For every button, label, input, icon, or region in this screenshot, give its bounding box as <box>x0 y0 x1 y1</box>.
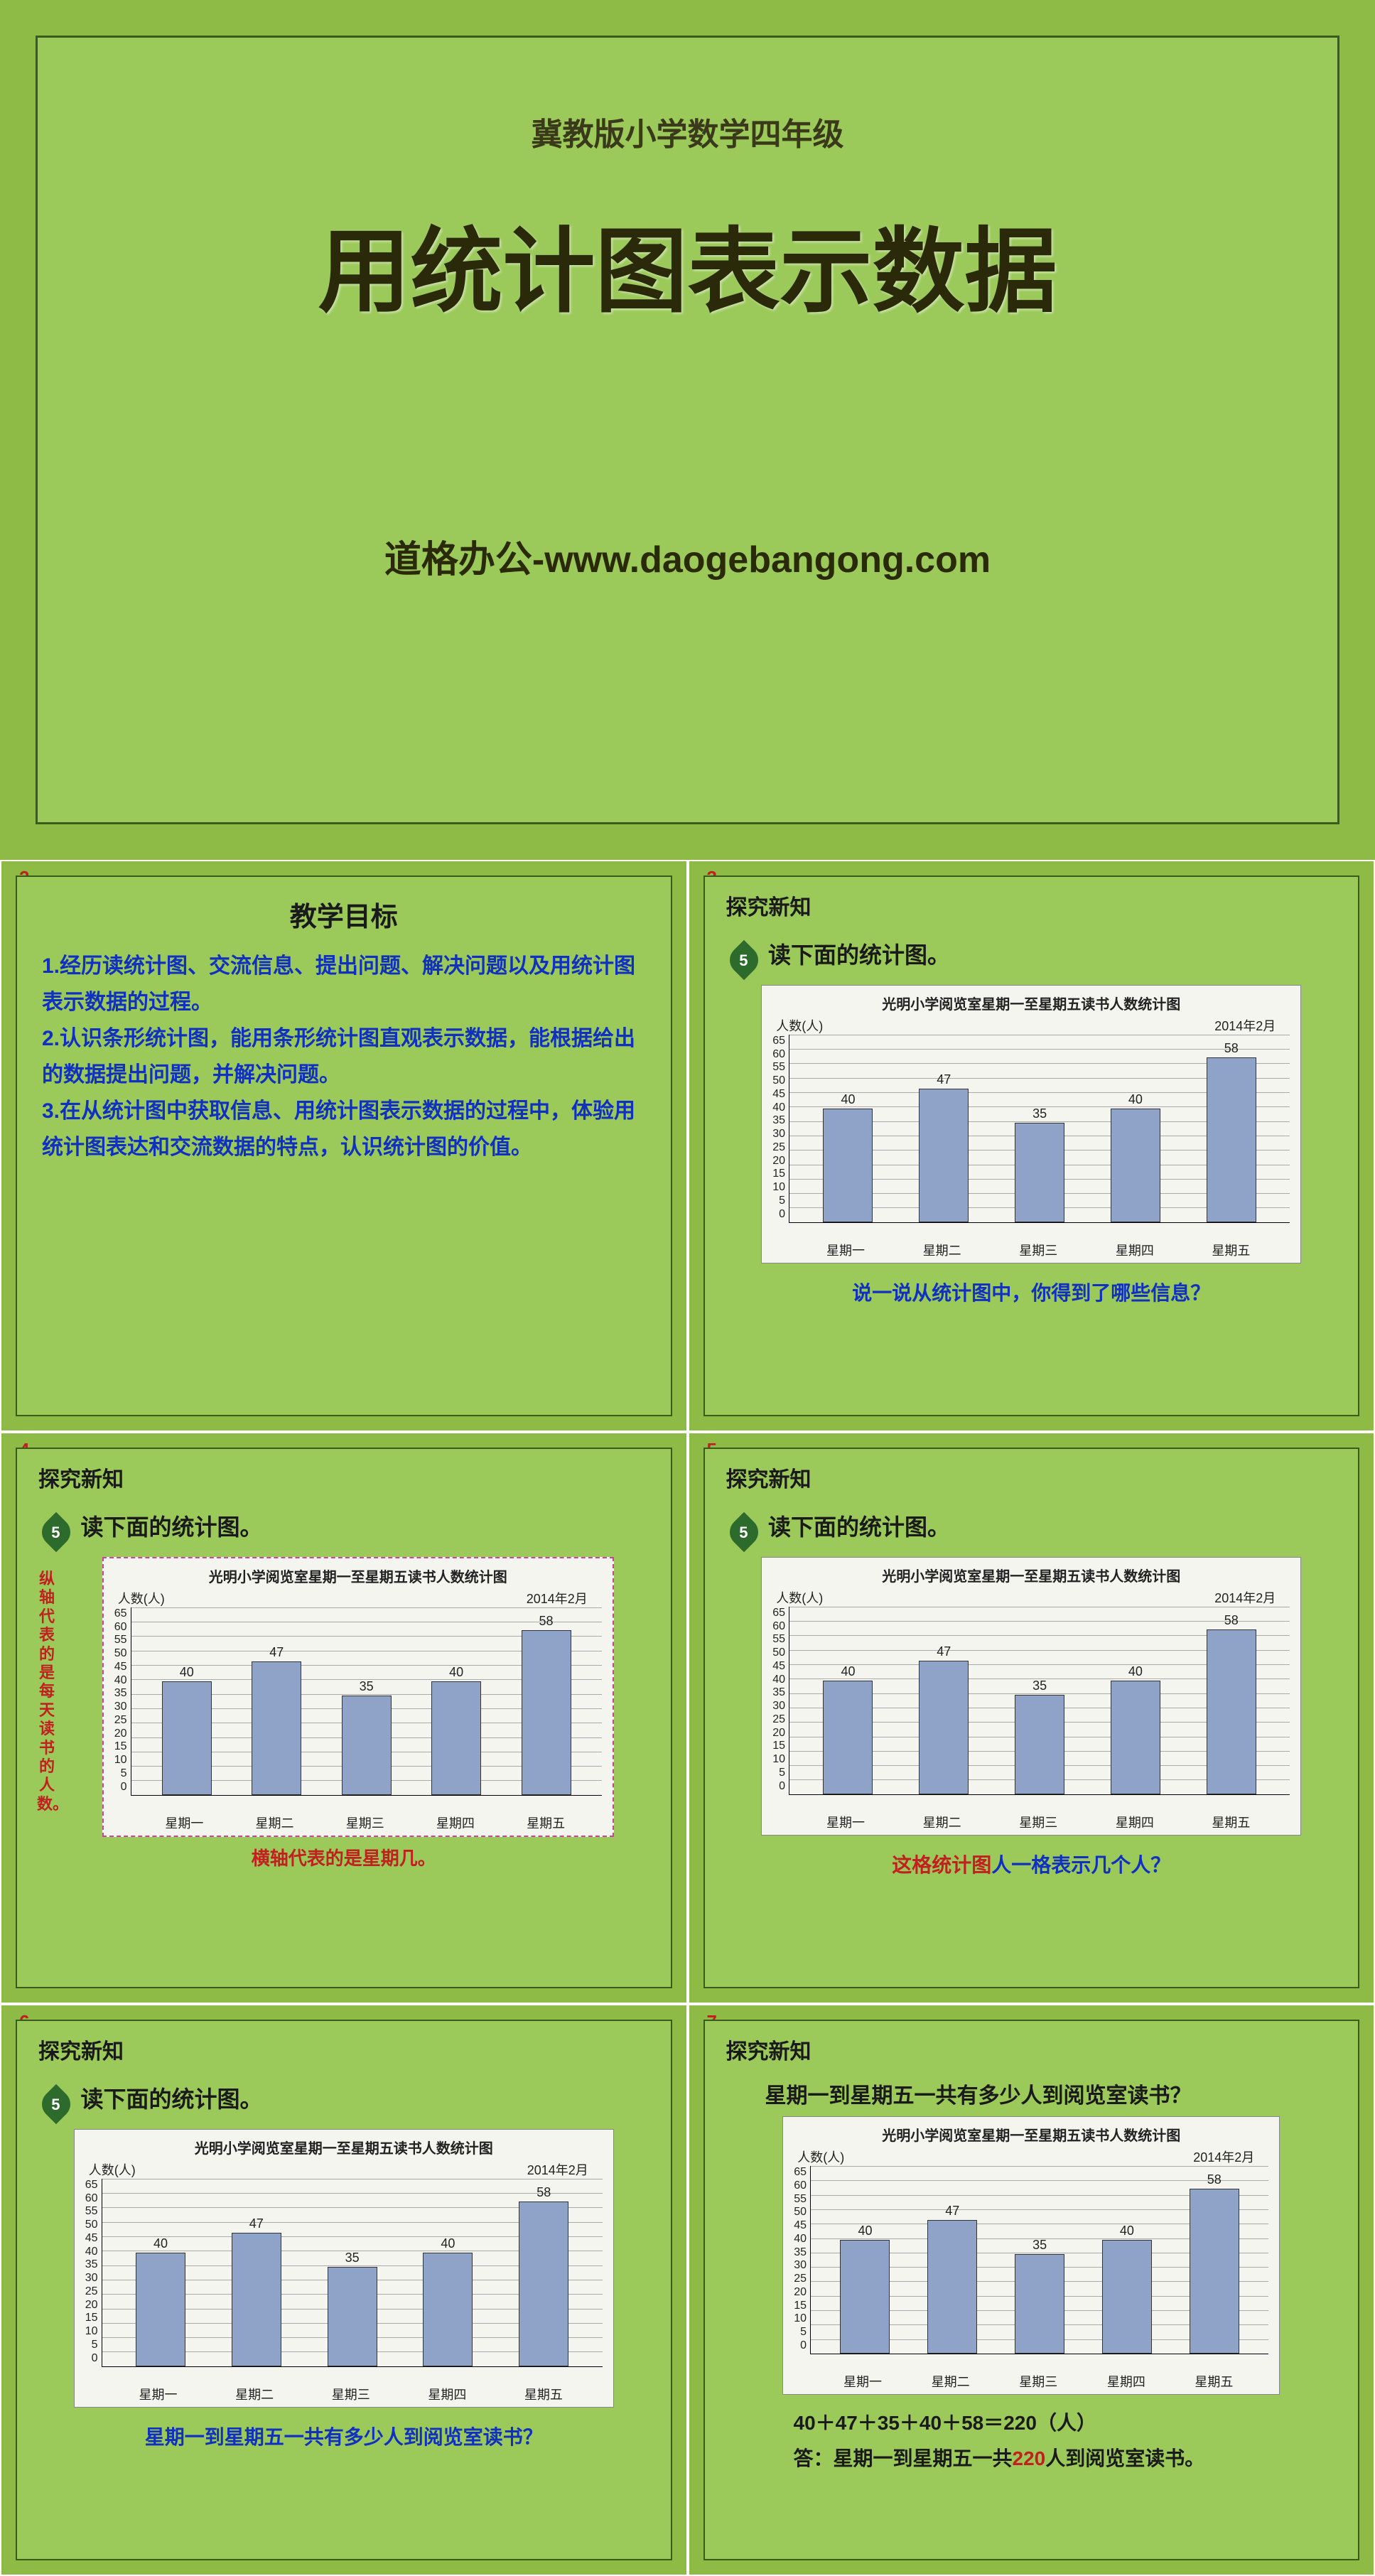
slide-3: 3 探究新知 5 读下面的统计图。 光明小学阅览室星期一至星期五读书人数统计图人… <box>688 860 1375 1432</box>
y-axis-note: 纵轴代表的是每天读书的人数。 <box>37 1570 57 1814</box>
slide-content: 探究新知 星期一到星期五一共有多少人到阅览室读书？ 光明小学阅览室星期一至星期五… <box>703 2020 1360 2560</box>
subheading: 读下面的统计图。 <box>768 1514 950 1540</box>
section-tag: 探究新知 <box>726 890 811 921</box>
leaf-icon: 5 <box>723 1511 764 1552</box>
title-slide: 冀教版小学数学四年级 用统计图表示数据 道格办公-www.daogebangon… <box>0 0 1375 860</box>
title-frame: 冀教版小学数学四年级 用统计图表示数据 道格办公-www.daogebangon… <box>36 36 1339 824</box>
leaf-icon: 5 <box>723 939 764 980</box>
bar-chart: 光明小学阅览室星期一至星期五读书人数统计图人数(人)2014年2月0510152… <box>761 985 1301 1263</box>
slide-4: 4 探究新知 5 读下面的统计图。 纵轴代表的是每天读书的人数。 光明小学阅览室… <box>0 1432 688 2004</box>
slide-content: 探究新知 5 读下面的统计图。 纵轴代表的是每天读书的人数。 光明小学阅览室星期… <box>16 1448 672 1988</box>
caption: 这格统计图人一格表示几个人？ <box>730 1850 1334 1878</box>
bar-chart: 光明小学阅览室星期一至星期五读书人数统计图人数(人)2014年2月0510152… <box>761 1557 1301 1836</box>
subheading: 读下面的统计图。 <box>80 1514 262 1540</box>
goal-1: 1.经历读统计图、交流信息、提出问题、解决问题以及用统计图表示数据的过程。 <box>42 948 646 1020</box>
equation: 40＋47＋35＋40＋58＝220（人） <box>794 2405 1334 2441</box>
slide-content: 探究新知 5 读下面的统计图。 光明小学阅览室星期一至星期五读书人数统计图人数(… <box>703 1448 1360 1988</box>
bar-chart: 光明小学阅览室星期一至星期五读书人数统计图人数(人)2014年2月0510152… <box>782 2116 1280 2395</box>
section-tag: 探究新知 <box>38 2034 124 2065</box>
slide-content: 探究新知 5 读下面的统计图。 光明小学阅览室星期一至星期五读书人数统计图人数(… <box>703 875 1360 1416</box>
subheading-row: 5 读下面的统计图。 <box>42 1509 646 1546</box>
subheading-row: 5 读下面的统计图。 <box>730 937 1334 974</box>
question: 星期一到星期五一共有多少人到阅览室读书？ <box>765 2078 1334 2109</box>
caption: 说一说从统计图中，你得到了哪些信息？ <box>730 1278 1334 1306</box>
section-tag: 探究新知 <box>726 2034 811 2065</box>
section-tag: 探究新知 <box>38 1462 124 1493</box>
subtitle: 冀教版小学数学四年级 <box>95 109 1280 154</box>
caption: 星期一到星期五一共有多少人到阅览室读书？ <box>42 2422 646 2450</box>
x-axis-note: 横轴代表的是星期几。 <box>42 1844 646 1870</box>
section-tag: 探究新知 <box>726 1462 811 1493</box>
subheading: 读下面的统计图。 <box>768 942 950 968</box>
slide-5: 5 探究新知 5 读下面的统计图。 光明小学阅览室星期一至星期五读书人数统计图人… <box>688 1432 1375 2004</box>
bar-chart: 光明小学阅览室星期一至星期五读书人数统计图人数(人)2014年2月0510152… <box>74 2129 614 2408</box>
bar-chart: 光明小学阅览室星期一至星期五读书人数统计图人数(人)2014年2月0510152… <box>102 1557 614 1837</box>
main-title: 用统计图表示数据 <box>95 197 1280 330</box>
slide-6: 6 探究新知 5 读下面的统计图。 光明小学阅览室星期一至星期五读书人数统计图人… <box>0 2004 688 2576</box>
caption-red: 这格统计图 <box>892 1854 991 1876</box>
leaf-icon: 5 <box>36 1511 77 1552</box>
leaf-icon: 5 <box>36 2084 77 2124</box>
goal-2: 2.认识条形统计图，能用条形统计图直观表示数据，能根据给出的数据提出问题，并解决… <box>42 1020 646 1093</box>
slide-2: 2 教学目标 1.经历读统计图、交流信息、提出问题、解决问题以及用统计图表示数据… <box>0 860 688 1432</box>
caption-blue: 人一格表示几个人？ <box>991 1854 1170 1876</box>
goals: 1.经历读统计图、交流信息、提出问题、解决问题以及用统计图表示数据的过程。 2.… <box>42 948 646 1165</box>
slide-7: 7 探究新知 星期一到星期五一共有多少人到阅览室读书？ 光明小学阅览室星期一至星… <box>688 2004 1375 2576</box>
heading: 教学目标 <box>42 895 646 934</box>
answer-sentence: 答：星期一到星期五一共220人到阅览室读书。 <box>794 2441 1334 2477</box>
subheading-row: 5 读下面的统计图。 <box>42 2081 646 2118</box>
thumbnail-grid: 2 教学目标 1.经历读统计图、交流信息、提出问题、解决问题以及用统计图表示数据… <box>0 860 1375 2576</box>
brand: 道格办公-www.daogebangong.com <box>95 529 1280 583</box>
goal-3: 3.在从统计图中获取信息、用统计图表示数据的过程中，体验用统计图表达和交流数据的… <box>42 1093 646 1165</box>
slide-content: 探究新知 5 读下面的统计图。 光明小学阅览室星期一至星期五读书人数统计图人数(… <box>16 2020 672 2560</box>
subheading: 读下面的统计图。 <box>80 2086 262 2112</box>
subheading-row: 5 读下面的统计图。 <box>730 1509 1334 1546</box>
slide-content: 教学目标 1.经历读统计图、交流信息、提出问题、解决问题以及用统计图表示数据的过… <box>16 875 672 1416</box>
answer: 40＋47＋35＋40＋58＝220（人） 答：星期一到星期五一共220人到阅览… <box>794 2405 1334 2477</box>
